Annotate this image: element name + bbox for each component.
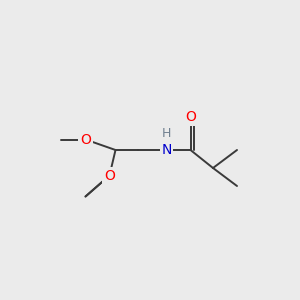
- Text: O: O: [104, 169, 115, 182]
- Text: O: O: [80, 133, 91, 146]
- Text: O: O: [185, 110, 196, 124]
- Text: N: N: [161, 143, 172, 157]
- Text: H: H: [162, 127, 171, 140]
